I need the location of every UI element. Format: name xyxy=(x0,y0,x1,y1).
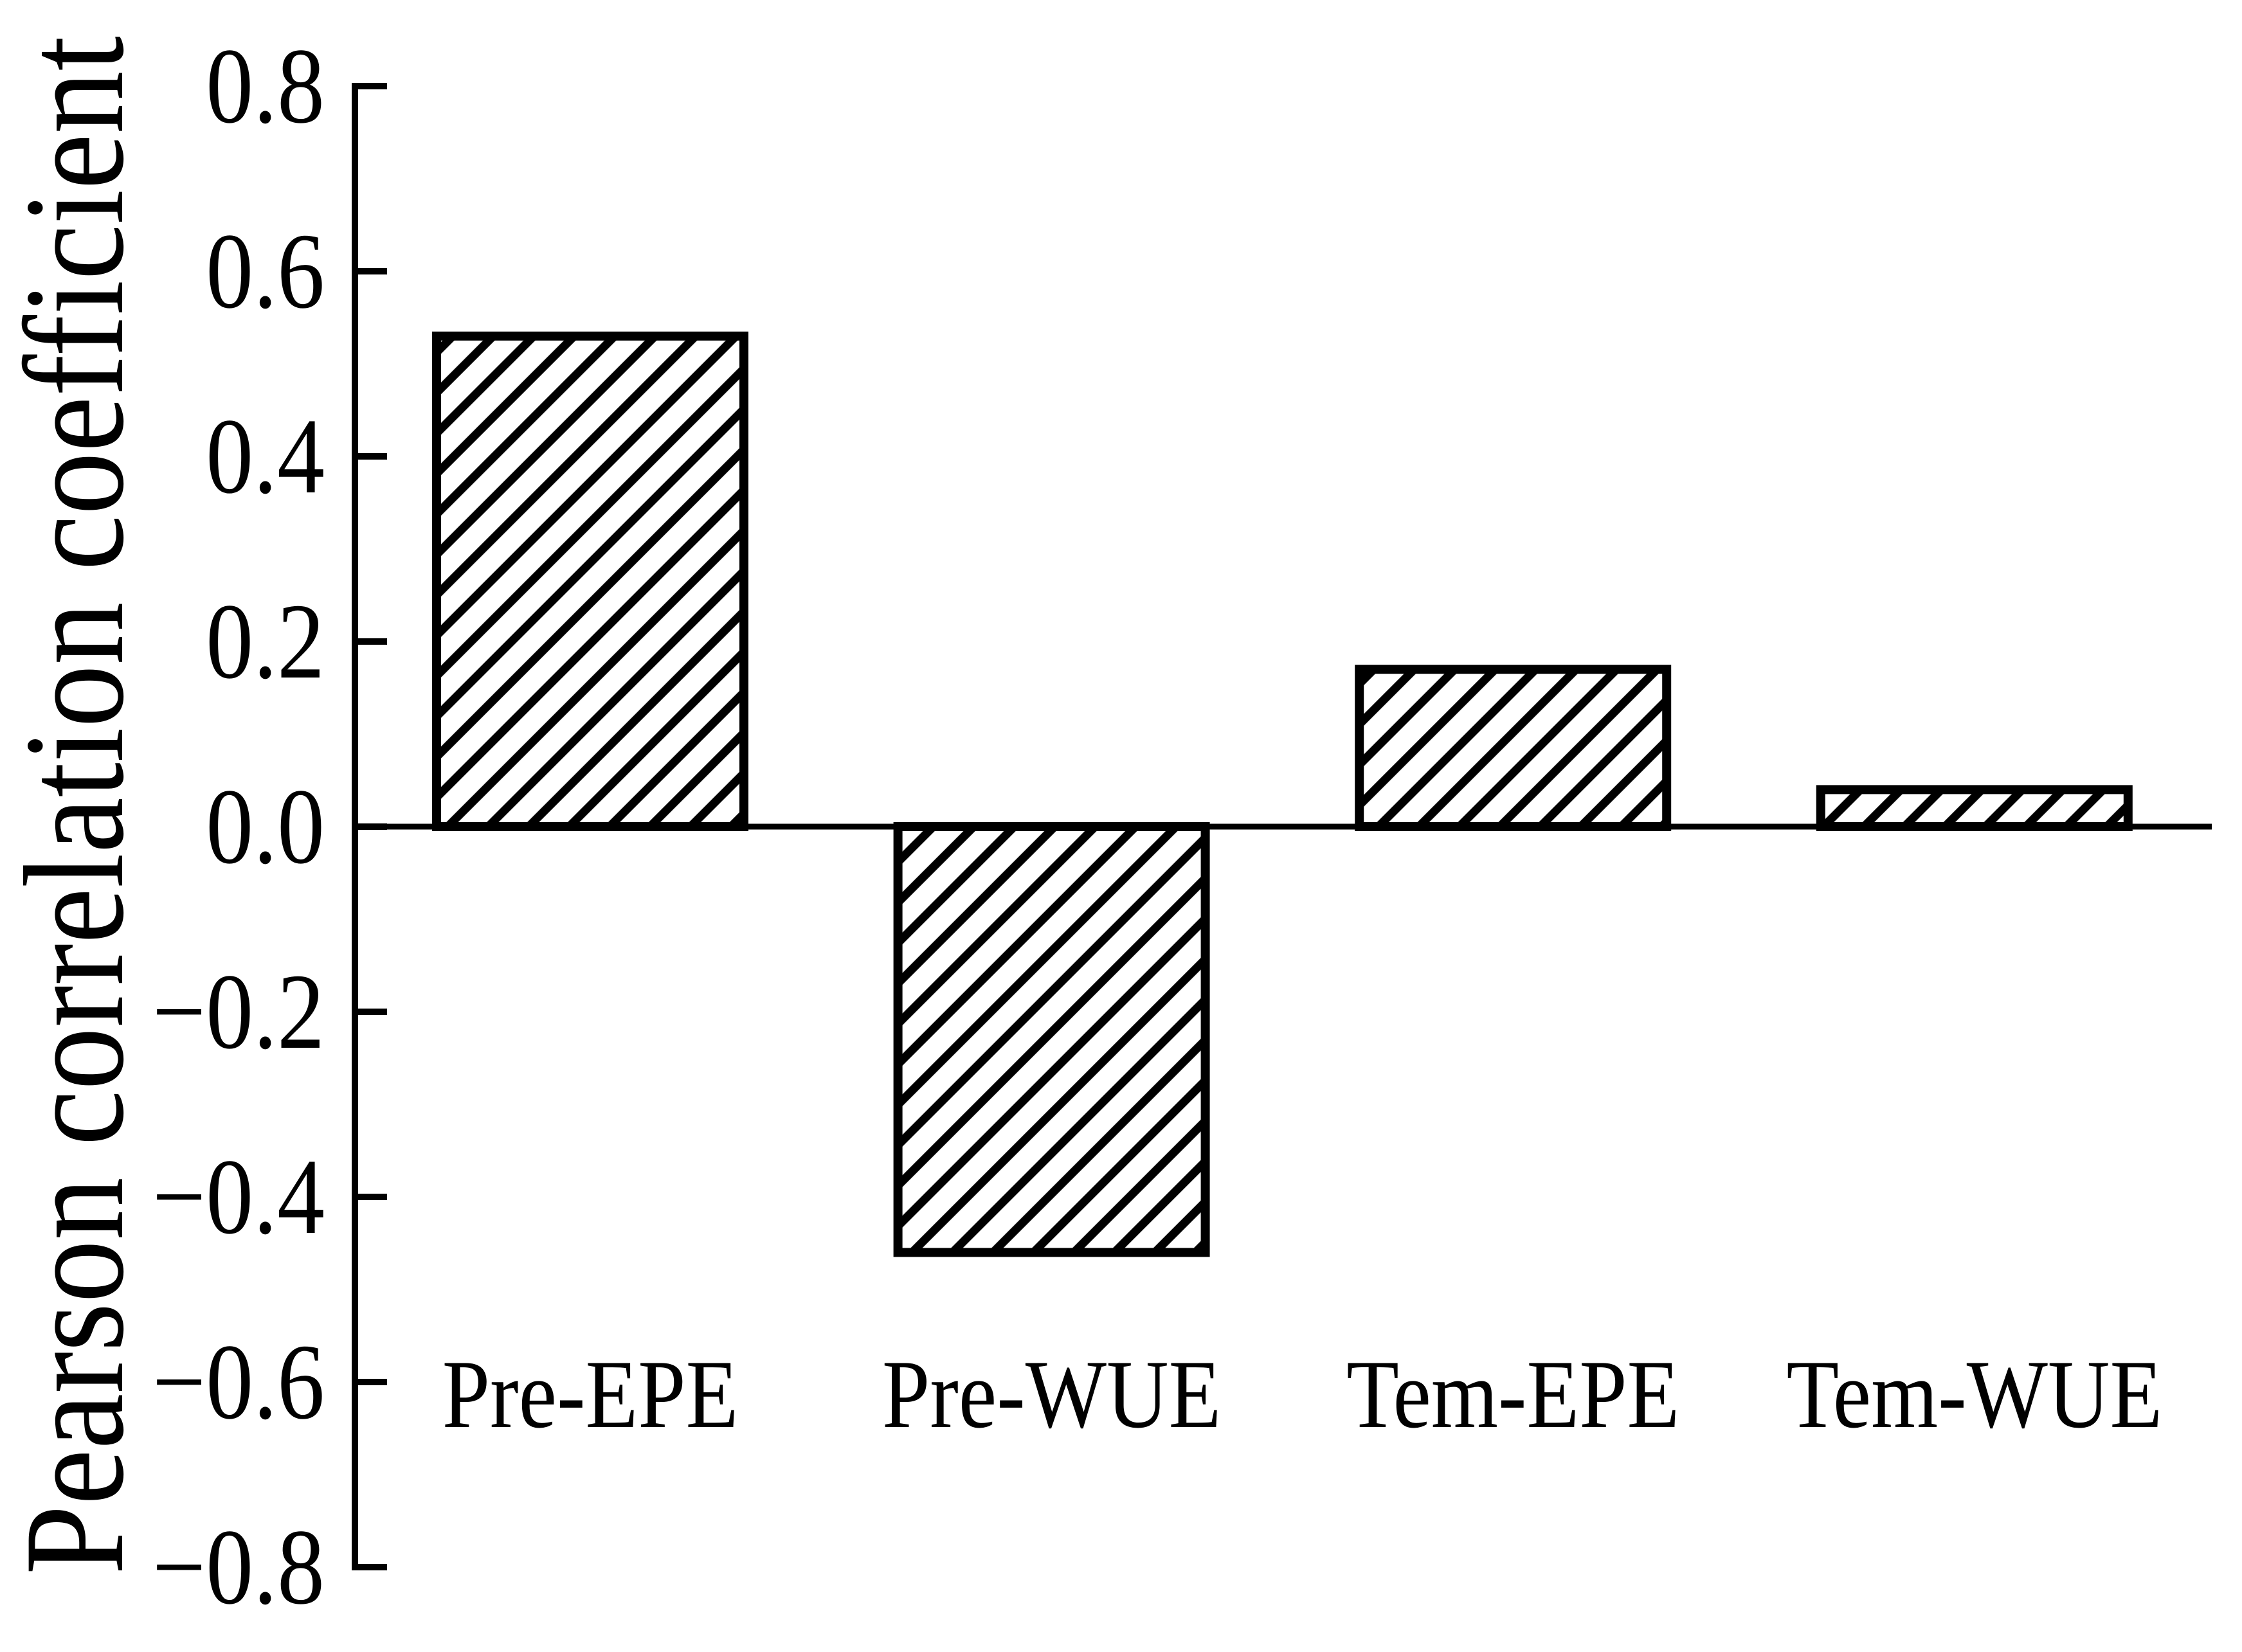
category-label-tem-epe: Tem-EPE xyxy=(1346,1340,1679,1448)
bar-pre-epe xyxy=(432,331,748,831)
category-label-pre-epe: Pre-EPE xyxy=(442,1340,739,1448)
y-axis-ticks: 0.8 0.6 0.4 0.2 0.0 −0.2 −0.4 −0.6 −0.8 xyxy=(152,26,387,1627)
y-tick-label: −0.4 xyxy=(152,1137,325,1257)
y-tick-label: 0.8 xyxy=(206,26,325,146)
y-tick-label: 0.4 xyxy=(206,397,325,516)
y-tick-label: 0.6 xyxy=(206,211,325,331)
y-tick-label: −0.8 xyxy=(152,1507,325,1627)
bar-pre-wue xyxy=(893,822,1210,1257)
y-axis-title: Pearson correlation coefficient xyxy=(0,36,154,1575)
category-label-pre-wue: Pre-WUE xyxy=(882,1340,1221,1448)
y-tick-label: 0.0 xyxy=(206,767,325,886)
bars-group xyxy=(432,331,2133,1257)
y-tick-label: −0.6 xyxy=(152,1322,325,1442)
y-tick-label: 0.2 xyxy=(206,582,325,701)
category-labels: Pre-EPE Pre-WUE Tem-EPE Tem-WUE xyxy=(442,1340,2163,1448)
y-tick-label: −0.2 xyxy=(152,952,325,1072)
bar-tem-wue xyxy=(1816,785,2133,832)
bar-tem-epe xyxy=(1355,665,1672,831)
category-label-tem-wue: Tem-WUE xyxy=(1786,1340,2162,1448)
